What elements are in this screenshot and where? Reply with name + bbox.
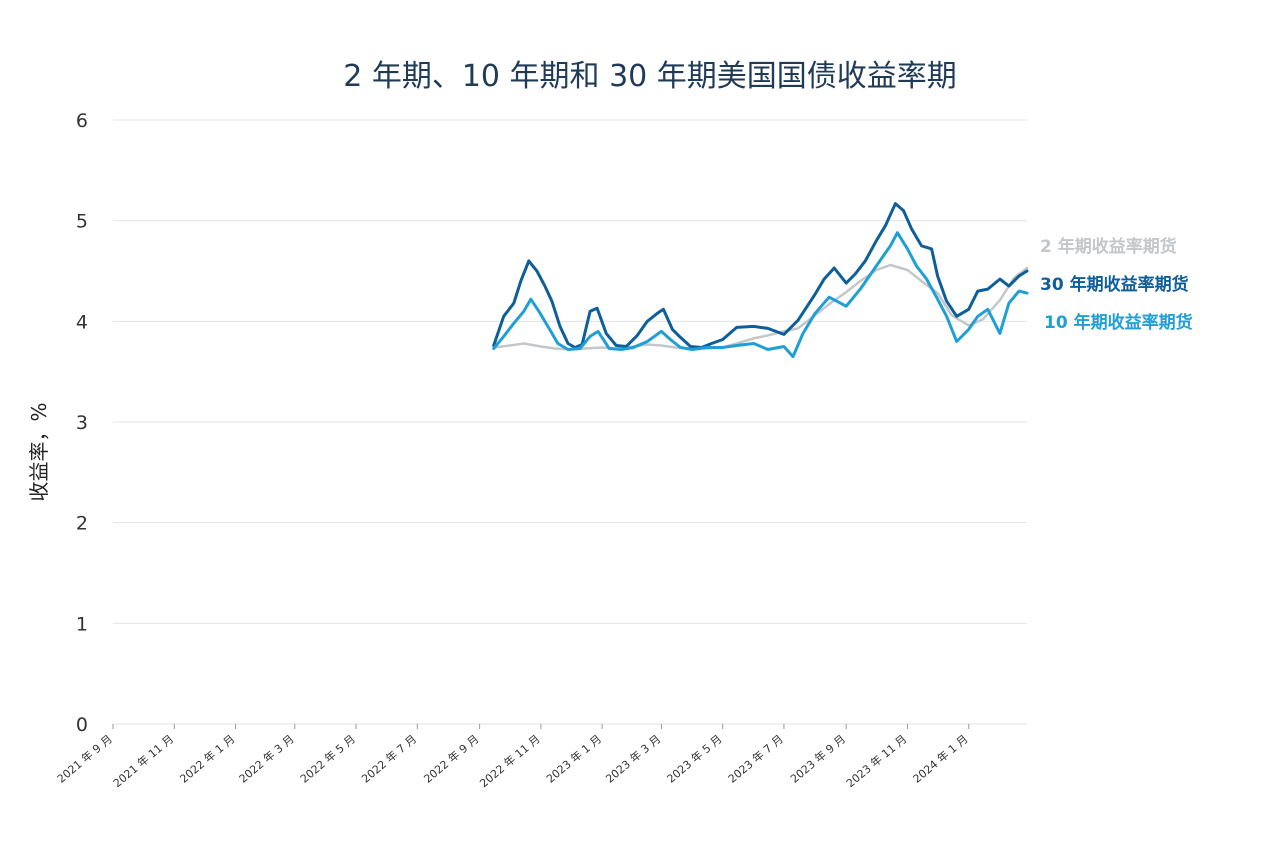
legend: 2 年期收益率期货 30 年期收益率期货 10 年期收益率期货 (1040, 236, 1193, 333)
series-lines (492, 202, 1029, 359)
y-tick-label: 3 (76, 412, 88, 434)
y-tick-label: 2 (76, 513, 88, 535)
y-axis-label: 收益率，% (27, 402, 51, 501)
series-line (492, 263, 1029, 351)
legend-label: 30 年期收益率期货 (1040, 274, 1189, 295)
legend-label: 10 年期收益率期货 (1044, 312, 1193, 333)
x-tick-label: 2022 年 9 月 (421, 732, 482, 786)
chart-title: 2 年期、10 年期和 30 年期美国国债收益率期 (343, 59, 957, 94)
y-axis-ticks: 0 1 2 3 4 5 6 (76, 110, 88, 736)
y-tick-label: 4 (76, 311, 88, 333)
x-tick-label: 2023 年 11 月 (843, 732, 909, 791)
x-tick-label: 2021 年 9 月 (54, 732, 115, 786)
x-tick-label: 2022 年 11 月 (477, 732, 543, 791)
x-tick-label: 2022 年 3 月 (236, 732, 297, 786)
y-tick-label: 1 (76, 613, 88, 635)
y-tick-label: 5 (76, 211, 88, 233)
x-tick-label: 2023 年 3 月 (603, 732, 664, 786)
x-tick-label: 2024 年 1 月 (910, 732, 971, 786)
y-tick-label: 6 (76, 110, 88, 132)
y-tick-label: 0 (76, 714, 88, 736)
x-tick-label: 2023 年 7 月 (725, 732, 786, 786)
x-tick-label: 2022 年 1 月 (177, 732, 238, 786)
x-tick-label: 2023 年 1 月 (543, 732, 604, 786)
series-line (492, 231, 1029, 359)
x-tick-label: 2022 年 5 月 (297, 732, 358, 786)
x-tick-label: 2021 年 11 月 (110, 732, 176, 791)
series-line (492, 202, 1029, 349)
legend-label: 2 年期收益率期货 (1040, 236, 1177, 257)
x-tick-label: 2023 年 9 月 (787, 732, 848, 786)
x-tick-label: 2022 年 7 月 (359, 732, 420, 786)
gridlines (113, 119, 1027, 725)
x-tick-label: 2023 年 5 月 (664, 732, 725, 786)
